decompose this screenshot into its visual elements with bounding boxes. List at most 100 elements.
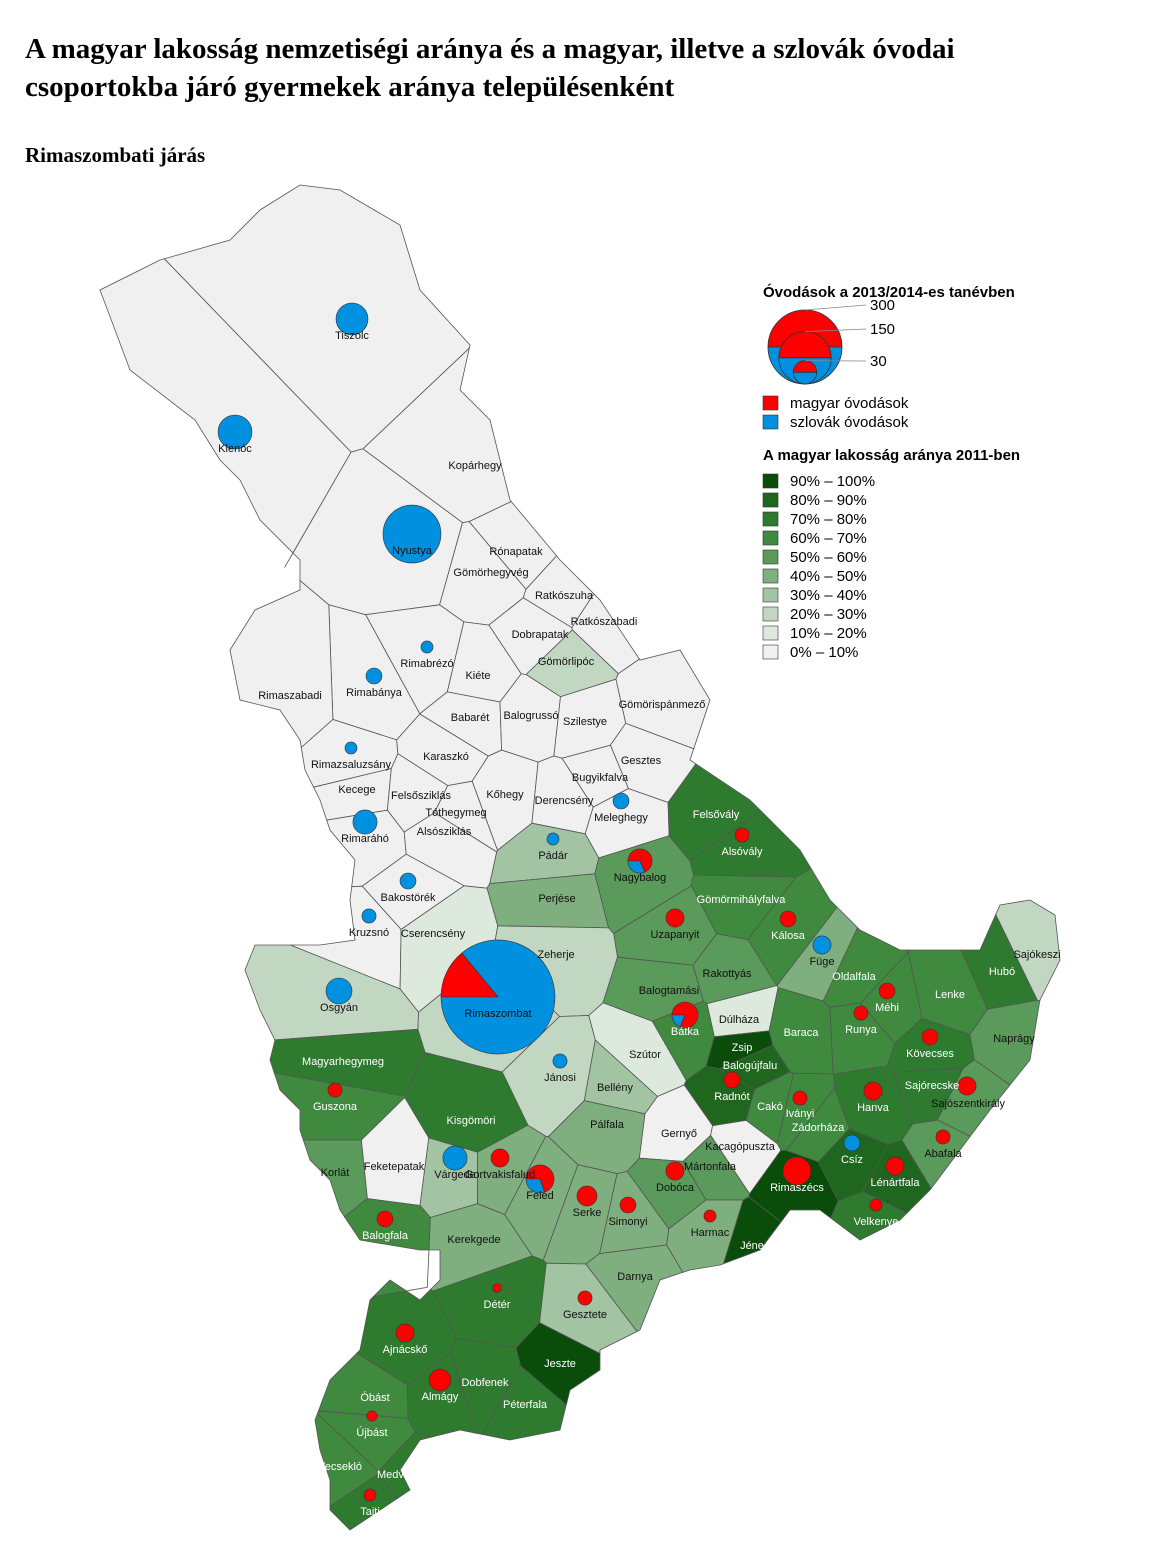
- legend-swatch: [762, 606, 779, 622]
- settlement-label: Karaszkó: [423, 751, 469, 763]
- pie-slice: [363, 1488, 377, 1502]
- settlement-label: Uzapanyit: [651, 929, 700, 941]
- pie-slice: [546, 832, 560, 846]
- settlement-label: Sajórecske: [905, 1080, 959, 1092]
- pie-slice: [576, 1185, 598, 1207]
- settlement-label: Alsóvály: [722, 846, 763, 858]
- settlement-label: Zsip: [732, 1042, 753, 1054]
- settlement-area: [329, 1473, 398, 1531]
- settlement-label: Gesztes: [621, 755, 662, 767]
- settlement-label: Gesztete: [563, 1309, 607, 1321]
- pie-slice: [878, 982, 896, 1000]
- settlement-label: Ratkószuha: [535, 590, 594, 602]
- settlement-label: Bátka: [671, 1026, 700, 1038]
- pie-slice: [366, 1410, 378, 1422]
- settlement-label: Ratkószabadi: [571, 616, 638, 628]
- settlement-label: Gömörlipóc: [538, 656, 595, 668]
- settlement-label: Cakó: [757, 1101, 783, 1113]
- size-legend-circle: [792, 371, 818, 385]
- pie-slice: [525, 1164, 555, 1193]
- pie-slice: [957, 1076, 977, 1096]
- settlement-area: [748, 1149, 839, 1223]
- settlement-label: Kiéte: [465, 670, 490, 682]
- pie-slice: [399, 872, 417, 890]
- settlement-label: Meleghegy: [594, 812, 648, 824]
- settlement-label: Bakostörék: [380, 892, 436, 904]
- pie-slice: [863, 1081, 883, 1101]
- settlement-label: Rimaszombat: [464, 1008, 531, 1020]
- legend-label: 50% – 60%: [790, 549, 867, 566]
- pie-slice: [327, 1082, 343, 1098]
- settlement-label: Alsósziklás: [417, 826, 472, 838]
- pie-slice: [395, 1323, 415, 1343]
- legend-swatch: [762, 530, 779, 546]
- settlement-label: Runya: [845, 1024, 878, 1036]
- settlement-label: Rimaszécs: [770, 1182, 824, 1194]
- settlement-area: [99, 258, 352, 568]
- legend-label: 20% – 30%: [790, 606, 867, 623]
- pie-slice: [525, 1178, 545, 1194]
- legend-label: 60% – 70%: [790, 530, 867, 547]
- settlement-label: Felsősziklás: [391, 790, 451, 802]
- settlement-label: Serke: [573, 1207, 602, 1219]
- legend-label: 90% – 100%: [790, 473, 875, 490]
- size-legend-label: 300: [870, 297, 895, 314]
- settlement-label: Hanva: [857, 1102, 890, 1114]
- legend-swatch: [762, 492, 779, 508]
- legend-label: 70% – 80%: [790, 511, 867, 528]
- legend-label: magyar óvodások: [790, 395, 909, 412]
- settlement-label: Gömörispánmező: [619, 699, 706, 711]
- settlement-label: Ajnácskő: [383, 1344, 428, 1356]
- pie-slice: [627, 860, 646, 874]
- legend-swatch: [762, 549, 779, 565]
- settlement-label: Balogrussó: [503, 710, 558, 722]
- settlement-label: Bugyikfalva: [572, 772, 629, 784]
- legend: Óvodások a 2013/2014-es tanévben A magya…: [762, 283, 1020, 661]
- pie-slice: [490, 1148, 510, 1168]
- pie-slice: [552, 1053, 568, 1069]
- settlement-label: Rimazsaluzsány: [311, 759, 392, 771]
- settlement-label: Kacagópuszta: [705, 1141, 776, 1153]
- pie-slice: [619, 1196, 637, 1214]
- legend-label: 80% – 90%: [790, 492, 867, 509]
- settlement-label: Hubó: [989, 966, 1015, 978]
- settlement-label: Korlát: [321, 1167, 350, 1179]
- pie-slice: [703, 1209, 717, 1223]
- settlement-label: Kerekgede: [447, 1234, 500, 1246]
- settlement-label: Kálosa: [771, 930, 806, 942]
- settlement-label: Felsővály: [693, 809, 740, 821]
- settlement-label: Pálfala: [590, 1119, 625, 1131]
- settlement-label: Naprágy: [993, 1033, 1035, 1045]
- settlement-label: Babarét: [451, 712, 490, 724]
- pie-slice: [492, 1283, 502, 1293]
- settlement-label: Csíz: [841, 1154, 863, 1166]
- settlement-label: Rimaráhó: [341, 833, 389, 845]
- subtitle: Rimaszombati járás: [25, 143, 205, 167]
- settlement-label: Radnót: [714, 1091, 749, 1103]
- settlement-label: Nyustya: [392, 545, 433, 557]
- pie-slice: [782, 1156, 812, 1186]
- pie-slice: [217, 414, 253, 450]
- settlement-label: Lénártfala: [871, 1177, 921, 1189]
- legend-swatch: [762, 587, 779, 603]
- settlement-label: Rimabánya: [346, 687, 403, 699]
- settlement-label: Darnya: [617, 1271, 653, 1283]
- settlement-label: Simonyi: [608, 1216, 647, 1228]
- settlement-label: Tajti: [360, 1506, 380, 1518]
- legend-swatch: [762, 473, 779, 489]
- settlement-label: Jeszte: [544, 1358, 576, 1370]
- settlement-label: Balogtamási: [639, 985, 700, 997]
- settlement-label: Nagybalog: [614, 872, 667, 884]
- settlement-label: Újbást: [356, 1426, 387, 1439]
- settlement-label: Sajószentkirály: [931, 1098, 1005, 1110]
- settlement-label: Füge: [809, 956, 834, 968]
- settlement-label: Dobfenek: [461, 1377, 509, 1389]
- pie-slice: [361, 908, 377, 924]
- legend-title: A magyar lakosság aránya 2011-ben: [763, 447, 1020, 464]
- settlement-label: Tóthegymeg: [425, 807, 486, 819]
- pies: [217, 302, 977, 1502]
- pie-slice: [665, 1161, 685, 1181]
- pie-slice: [853, 1005, 869, 1021]
- settlement-label: Rimaszabadi: [258, 690, 322, 702]
- settlement-label: Osgyán: [320, 1002, 358, 1014]
